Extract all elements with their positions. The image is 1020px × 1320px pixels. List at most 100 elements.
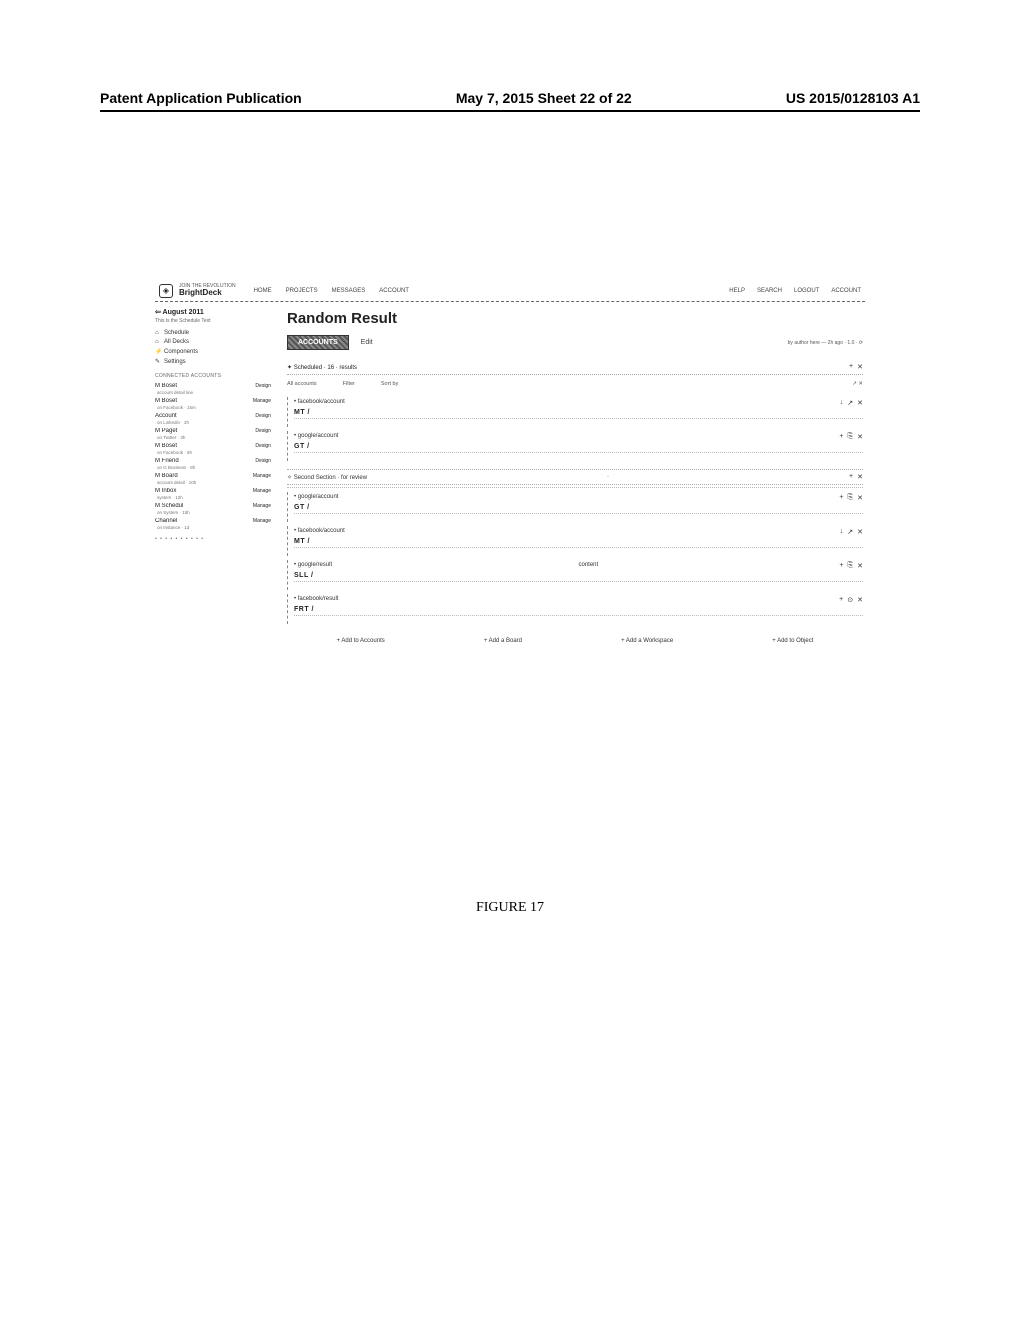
patent-page-header: Patent Application Publication May 7, 20… [100,90,920,112]
project-sub: on Twitter · 3h [155,435,271,440]
sidebar-project[interactable]: M BosetDesign [155,383,271,389]
list-item[interactable]: • google/resultcontent+⎘✕SLL / [287,560,863,590]
second-label: ✧ Second Section · for review [287,474,367,481]
close-icon[interactable]: ✕ [857,473,863,481]
sidebar-components-label: Components [164,349,198,355]
sidebar-project[interactable]: M BosetDesign [155,443,271,449]
item-icon[interactable]: ↓ [840,399,844,407]
list-item[interactable]: • facebook/result + ⊙ ✕ FRT / [287,594,863,624]
filter-all[interactable]: All accounts [287,381,317,387]
item-title: • facebook/account [294,399,345,407]
item-icon[interactable]: ✕ [857,399,863,407]
list-item[interactable]: • google/account+⎘✕GT / [287,492,863,522]
nav-account[interactable]: ACCOUNT [379,288,409,294]
add-icon[interactable]: + [849,473,853,481]
action-add-workspace[interactable]: Add a Workspace [621,638,673,644]
item-icon[interactable]: + [839,433,843,441]
filter-filter[interactable]: Filter [343,381,355,387]
item-icon[interactable]: ✕ [857,528,863,536]
list-item[interactable]: • google/account+⎘✕GT / [287,431,863,461]
filter-sort[interactable]: Sort by [381,381,398,387]
top-nav: HOME PROJECTS MESSAGES ACCOUNT [254,288,409,294]
item-icon[interactable]: ↗ [847,528,853,536]
item-icon[interactable]: ✕ [857,596,863,604]
project-name: M Paget [155,428,255,434]
action-add-object[interactable]: Add to Object [772,638,813,644]
list-item[interactable]: • facebook/account↓↗✕MT / [287,526,863,556]
project-name: M Inbox [155,488,253,494]
header-right: US 2015/0128103 A1 [786,90,920,106]
main-panel: Random Result ACCOUNTS Edit by author he… [275,302,865,648]
sidebar-month[interactable]: ⇦ August 2011 [155,308,271,316]
sidebar-components[interactable]: ⚡Components [155,348,271,355]
divider [294,581,863,582]
item-actions: ↓↗ ✕ [840,399,863,407]
settings-icon: ✎ [155,358,161,365]
tab-row: ACCOUNTS Edit by author here — 2h ago · … [287,335,863,350]
sidebar-project[interactable]: ChannelManage [155,518,271,524]
action-add-board[interactable]: Add a Board [484,638,522,644]
item-title: • facebook/result [294,596,338,604]
sidebar-schedule[interactable]: ⌂Schedule [155,330,271,336]
item-icon[interactable]: ✕ [857,494,863,502]
nav-logout[interactable]: LOGOUT [794,288,819,294]
filter-right-icons[interactable]: ↗ ✕ [852,381,863,387]
item-actions: + ⎘✕ [839,494,863,502]
sidebar-settings[interactable]: ✎Settings [155,358,271,365]
action-add-accounts[interactable]: Add to Accounts [337,638,385,644]
item-snippet: FRT / [294,606,863,613]
components-icon: ⚡ [155,348,161,355]
project-badge: Design [255,428,271,434]
nav-messages[interactable]: MESSAGES [332,288,366,294]
sidebar-project[interactable]: M BoardManage [155,473,271,479]
nav-acct[interactable]: ACCOUNT [831,288,861,294]
sidebar-subtitle: This is the Schedule Text [155,318,271,324]
item-icon[interactable]: + [839,494,843,502]
item-icon[interactable]: ↓ [840,528,844,536]
nav-search[interactable]: SEARCH [757,288,782,294]
sidebar-project[interactable]: M SchedulManage [155,503,271,509]
item-icon[interactable]: ⎘ [848,494,854,502]
project-name: M Boset [155,398,253,404]
sidebar-alldecks[interactable]: ⌂All Decks [155,339,271,345]
project-sub: on Linkedin · 2h [155,420,271,425]
item-icon[interactable]: + [839,562,843,570]
divider [287,487,863,488]
brand-block: JOIN THE REVOLUTION BrightDeck [179,284,236,297]
project-badge: Design [255,383,271,389]
item-snippet: MT / [294,538,863,545]
item-icon[interactable]: ↗ [847,399,853,407]
sidebar-project[interactable]: AccountDesign [155,413,271,419]
item-icon[interactable]: ⎘ [848,562,854,570]
second-section-header[interactable]: ✧ Second Section · for review · + ✕ [287,469,863,485]
item-icon[interactable]: ⊙ [847,596,853,604]
item-icon[interactable]: ⎘ [848,433,854,441]
item-icon[interactable]: ✕ [857,562,863,570]
scheduled-section-header[interactable]: ✦ Scheduled · 16 · results + ✕ [287,360,863,375]
project-sub: on Instance · 1d [155,525,271,530]
tab-edit[interactable]: Edit [355,336,379,349]
project-sub: on Facebook · 15m [155,405,271,410]
project-badge: Manage [253,518,271,524]
sidebar-project[interactable]: M InboxManage [155,488,271,494]
figure-caption: FIGURE 17 [0,900,1020,916]
tab-accounts[interactable]: ACCOUNTS [287,335,349,350]
top-bar: ◈ JOIN THE REVOLUTION BrightDeck HOME PR… [155,280,865,302]
nav-home[interactable]: HOME [254,288,272,294]
sidebar-project[interactable]: M PagetDesign [155,428,271,434]
sidebar-project[interactable]: M FriendDesign [155,458,271,464]
project-name: M Boset [155,443,255,449]
nav-projects[interactable]: PROJECTS [286,288,318,294]
item-icon[interactable]: ✕ [857,433,863,441]
logo-icon: ◈ [159,284,173,298]
close-icon[interactable]: ✕ [857,363,863,371]
project-sub: account detail · 10h [155,480,271,485]
sidebar-more[interactable]: • • • • • • • • • • [155,536,271,542]
item-icon[interactable]: + [839,596,843,604]
add-icon[interactable]: + [849,363,853,371]
project-sub: on Facebook · 5h [155,450,271,455]
list-item[interactable]: • facebook/account↓↗✕MT / [287,397,863,427]
sidebar-project[interactable]: M BosetManage [155,398,271,404]
nav-help[interactable]: HELP [729,288,745,294]
project-name: M Boset [155,383,255,389]
